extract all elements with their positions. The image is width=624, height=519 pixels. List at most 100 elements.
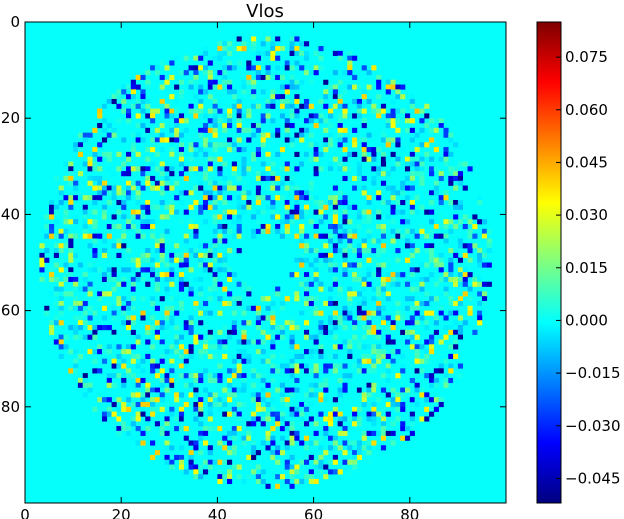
heatmap-cell	[404, 339, 411, 345]
heatmap-cell	[294, 368, 300, 374]
heatmap-cell	[63, 262, 69, 268]
heatmap-cell	[371, 344, 377, 350]
heatmap-cell	[135, 233, 141, 239]
heatmap-cell	[222, 286, 228, 292]
heatmap-cell	[337, 224, 343, 230]
heatmap-cell	[126, 113, 132, 119]
heatmap-cell	[251, 368, 257, 374]
heatmap-cell	[313, 199, 319, 206]
heatmap-cell	[337, 55, 343, 61]
heatmap-cell	[111, 195, 117, 201]
heatmap-cell	[390, 209, 396, 215]
heatmap-cell	[217, 142, 223, 148]
heatmap-cell	[97, 310, 103, 316]
heatmap-cell	[150, 406, 156, 412]
heatmap-cell	[390, 151, 396, 157]
heatmap-cell	[159, 430, 165, 436]
heatmap-cell	[323, 474, 329, 480]
heatmap-cell	[145, 199, 151, 206]
heatmap-cell	[68, 305, 74, 311]
heatmap-cell	[150, 219, 156, 225]
heatmap-cell	[106, 209, 112, 215]
heatmap-cell	[380, 334, 387, 340]
heatmap-cell	[140, 430, 146, 436]
heatmap-cell	[453, 204, 459, 210]
heatmap-cell	[164, 185, 170, 191]
heatmap-cell	[366, 248, 372, 254]
heatmap-cell	[265, 74, 271, 81]
heatmap-cell	[135, 257, 141, 263]
heatmap-cell	[414, 94, 420, 100]
heatmap-cell	[395, 397, 401, 403]
heatmap-cell	[457, 339, 464, 345]
heatmap-cell	[318, 334, 324, 340]
heatmap-cell	[145, 209, 151, 215]
heatmap-cell	[289, 406, 295, 412]
heatmap-cell	[342, 272, 348, 278]
heatmap-cell	[385, 113, 391, 119]
heatmap-cell	[453, 185, 459, 191]
heatmap-cell	[251, 435, 257, 441]
heatmap-cell	[409, 430, 415, 436]
heatmap-cell	[255, 175, 261, 182]
heatmap-cell	[313, 296, 319, 302]
heatmap-cell	[39, 252, 45, 258]
heatmap-cell	[82, 300, 88, 307]
heatmap-cell	[318, 262, 324, 268]
heatmap-cell	[121, 137, 127, 143]
heatmap-cell	[400, 209, 406, 215]
heatmap-cell	[414, 195, 420, 201]
heatmap-cell	[433, 233, 439, 239]
heatmap-cell	[352, 416, 358, 422]
heatmap-cell	[313, 310, 319, 316]
heatmap-cell	[424, 300, 430, 307]
heatmap-cell	[313, 339, 319, 345]
heatmap-cell	[202, 171, 209, 177]
heatmap-cell	[457, 334, 464, 340]
heatmap-cell	[328, 84, 334, 90]
heatmap-cell	[227, 228, 233, 234]
heatmap-cell	[154, 257, 160, 263]
heatmap-cell	[198, 310, 204, 316]
heatmap-cell	[328, 353, 334, 359]
heatmap-cell	[207, 161, 213, 167]
colorbar-tick-label: 0.075	[565, 48, 608, 66]
heatmap-cell	[260, 315, 266, 321]
heatmap-cell	[366, 310, 372, 316]
heatmap-cell	[207, 296, 213, 302]
heatmap-cell	[429, 397, 435, 403]
heatmap-cell	[279, 325, 286, 331]
heatmap-cell	[174, 310, 180, 316]
heatmap-cell	[154, 137, 160, 143]
heatmap-cell	[130, 421, 136, 427]
heatmap-cell	[159, 296, 165, 302]
heatmap-cell	[198, 305, 204, 311]
heatmap-cell	[409, 267, 415, 273]
heatmap-cell	[58, 296, 64, 302]
heatmap-cell	[198, 180, 204, 186]
heatmap-cell	[303, 445, 310, 451]
heatmap-cell	[356, 103, 362, 109]
heatmap-cell	[49, 214, 55, 220]
heatmap-cell	[159, 257, 165, 263]
heatmap-cell	[135, 103, 141, 109]
heatmap-cell	[448, 151, 454, 157]
heatmap-cell	[150, 147, 156, 153]
heatmap-cell	[361, 190, 367, 196]
heatmap-cell	[231, 320, 237, 326]
heatmap-cell	[236, 416, 242, 422]
heatmap-cell	[313, 305, 319, 311]
heatmap-cell	[380, 373, 387, 379]
heatmap-cell	[251, 214, 257, 220]
heatmap-cell	[164, 430, 170, 436]
heatmap-cell	[352, 55, 358, 61]
heatmap-cell	[299, 228, 305, 234]
heatmap-cell	[313, 368, 319, 374]
heatmap-cell	[477, 262, 483, 268]
heatmap-cell	[255, 339, 261, 345]
heatmap-cell	[380, 430, 387, 436]
heatmap-cell	[289, 272, 295, 278]
heatmap-cell	[390, 281, 396, 287]
heatmap-cell	[433, 166, 439, 172]
heatmap-cell	[467, 166, 473, 172]
